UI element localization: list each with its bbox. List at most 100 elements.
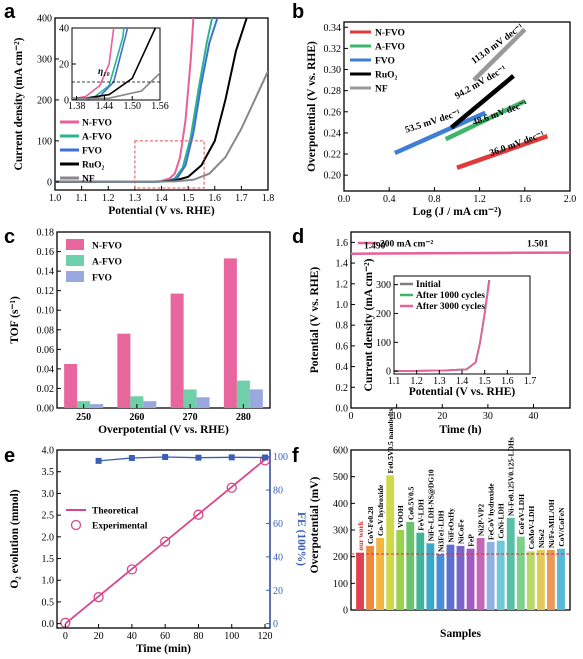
panel-d-ytick-label: 1.2 — [336, 279, 349, 290]
panel-a-xtick-label: 1.3 — [129, 193, 142, 204]
panel-d-inset-ytick-label: 300 — [376, 280, 391, 291]
panel-a-inset-xtick-label: 1.44 — [96, 101, 114, 112]
panel-b-slope-RuO₂: 94.2 mV dec⁻¹ — [454, 64, 509, 102]
panel-f-bar-label-11: FeP — [467, 534, 476, 547]
panel-d-xtick-label: 10 — [392, 411, 402, 422]
panel-c-legend-swatch-A-FVO — [66, 255, 84, 266]
panel-e-point-experimental — [93, 592, 104, 603]
panel-e-frame — [56, 449, 271, 629]
panel-b-legend-FVO: FVO — [375, 57, 395, 67]
panel-f-bar-1 — [366, 546, 374, 610]
panel-a-ytick-label: 400 — [37, 14, 52, 25]
panel-f-ytick-label: 500 — [333, 472, 348, 483]
panel-f-bar-label-10: NiCoFe — [457, 519, 466, 544]
panel-e-line-theoretical — [64, 458, 266, 625]
panel-c-ytick-label: 0.00 — [37, 404, 55, 415]
panel-f-bar-label-6: FeV-LDH — [416, 499, 425, 531]
panel-a-xtick-label: 1.1 — [75, 193, 88, 204]
panel-label-f: f — [292, 445, 299, 467]
panel-c-bar-A-FVO-270 — [183, 389, 197, 408]
panel-b-xtick-label: 1.2 — [473, 194, 486, 205]
panel-c-ytick-label: 0.06 — [37, 345, 55, 356]
panel-b-ytick-label: 0.34 — [324, 23, 342, 34]
panel-e-xtick-label: 60 — [160, 631, 170, 642]
panel-e-legend-theoretical: Theoretical — [92, 507, 139, 517]
panel-e-xtick-label: 100 — [224, 631, 239, 642]
panel-c-ytick-label: 0.16 — [37, 247, 55, 258]
panel-f-bar-label-16: CoFeV-LDH — [517, 494, 526, 535]
panel-f-ytick-label: 200 — [333, 552, 348, 563]
panel-e-point-experimental — [126, 564, 138, 575]
panel-b-line-NF — [472, 27, 527, 82]
panel-b-slope-NF: 113.0 mV dec⁻¹ — [470, 22, 526, 66]
panel-b-ytick-label: 0.26 — [324, 107, 342, 118]
panel-d-annot-start: 1.490 — [364, 242, 386, 252]
panel-e-xtick-label: 0 — [63, 631, 68, 642]
panel-b-line-N-FVO — [456, 133, 549, 170]
panel-f-ylabel: Overpotential (mV) — [309, 476, 321, 573]
panel-b-xtick-label: 0.0 — [338, 194, 351, 205]
panel-d-ytick-label: 0.2 — [336, 383, 349, 394]
panel-e-point-fe — [162, 454, 169, 461]
panel-f-bar-6 — [416, 532, 425, 610]
panel-c-ytick-label: 0.12 — [37, 286, 55, 297]
panel-e-legend-swatch-experimental — [70, 519, 82, 531]
panel-e-xtick-label: 20 — [94, 631, 104, 642]
panel-d-xtick-label: 0 — [349, 411, 354, 422]
panel-d-xtick-label: 40 — [529, 411, 539, 422]
panel-c-xlabel: Overpotential (V vs. RHE) — [98, 424, 229, 436]
panel-f-bar-3 — [386, 475, 395, 610]
panel-d-inset-xtick-label: 1.5 — [478, 376, 491, 387]
panel-b-legend-RuO₂: RuO₂ — [375, 71, 398, 81]
panel-d-ytick-label: 0.4 — [336, 362, 349, 373]
panel-f-ytick-label: 100 — [333, 579, 348, 590]
panel-d-ytick-label: 0.0 — [336, 404, 349, 415]
panel-f-bar-18 — [536, 550, 545, 610]
panel-b-legend-NF: NF — [375, 85, 388, 95]
panel-d-inset-ytick-label: 0 — [386, 367, 391, 378]
panel-f-bar-label-13: FeCoV hydroxide — [487, 483, 496, 540]
panel-d-ytick-label: 1.4 — [336, 259, 349, 270]
panel-e-ytick-label: 0.0 — [42, 619, 55, 630]
panel-d-inset-xtick-label: 1.4 — [456, 376, 469, 387]
panel-d-inset-ylabel: Current density (mA cm⁻²) — [363, 258, 375, 391]
panel-f-bar-label-12: Ni2P-VP2 — [477, 504, 486, 536]
panel-f-bar-19 — [547, 550, 555, 610]
panel-b-legend-N-FVO: N-FVO — [375, 29, 405, 39]
panel-e-point-experimental — [193, 509, 204, 520]
panel-e-point-experimental — [160, 536, 171, 547]
panel-f-bar-label-17: CoMoV-LDH — [527, 506, 536, 550]
panel-f-bar-0 — [356, 552, 364, 610]
panel-f-ytick-label: 400 — [333, 499, 348, 510]
panel-e-right-tick-label: 100 — [273, 452, 288, 463]
panel-b-ytick-label: 0.32 — [324, 44, 342, 55]
panel-f-bar-label-0: our work — [356, 520, 365, 550]
panel-f-bar-2 — [376, 538, 385, 610]
panel-f-bar-10 — [456, 546, 465, 610]
panel-d-inset-legend-After 3000 cycles: After 3000 cycles — [416, 302, 485, 312]
panel-c-bar-FVO-280 — [249, 389, 263, 408]
panel-e-point-fe — [228, 454, 235, 461]
panel-a-line-NF — [55, 70, 268, 183]
panel-f-bar-20 — [557, 548, 565, 610]
panel-f-bar-14 — [496, 540, 505, 610]
panel-c-ytick-label: 0.08 — [37, 325, 55, 336]
panel-e-ytick-label: 1.5 — [42, 554, 55, 565]
panel-f-bar-label-15: Ni-Fe0.125V0.125-LDHs — [507, 437, 516, 516]
panel-a-legend-N-FVO: N-FVO — [82, 119, 112, 129]
panel-f-bar-label-8: Ni3Fe1-LDH — [436, 510, 445, 552]
panel-f-bar-13 — [486, 542, 495, 610]
panel-e-ytick-label: 0.5 — [42, 597, 55, 608]
panel-f-ytick-label: 0 — [343, 606, 348, 617]
panel-e-right-tick-label: 0 — [273, 619, 278, 630]
panel-e-right-tick-label: 60 — [273, 519, 283, 530]
panel-a-inset-ytick-label: 0 — [64, 96, 69, 107]
panel-c-bar-A-FVO-280 — [236, 380, 250, 408]
panel-d-ytick-label: 0.8 — [336, 321, 349, 332]
panel-e-ytick-label: 3.0 — [42, 489, 55, 500]
panel-f-bar-17 — [526, 551, 535, 610]
panel-c-bar-N-FVO-280 — [223, 258, 237, 408]
panel-c-bar-N-FVO-260 — [117, 333, 131, 408]
panel-e-line-fe — [98, 456, 266, 462]
